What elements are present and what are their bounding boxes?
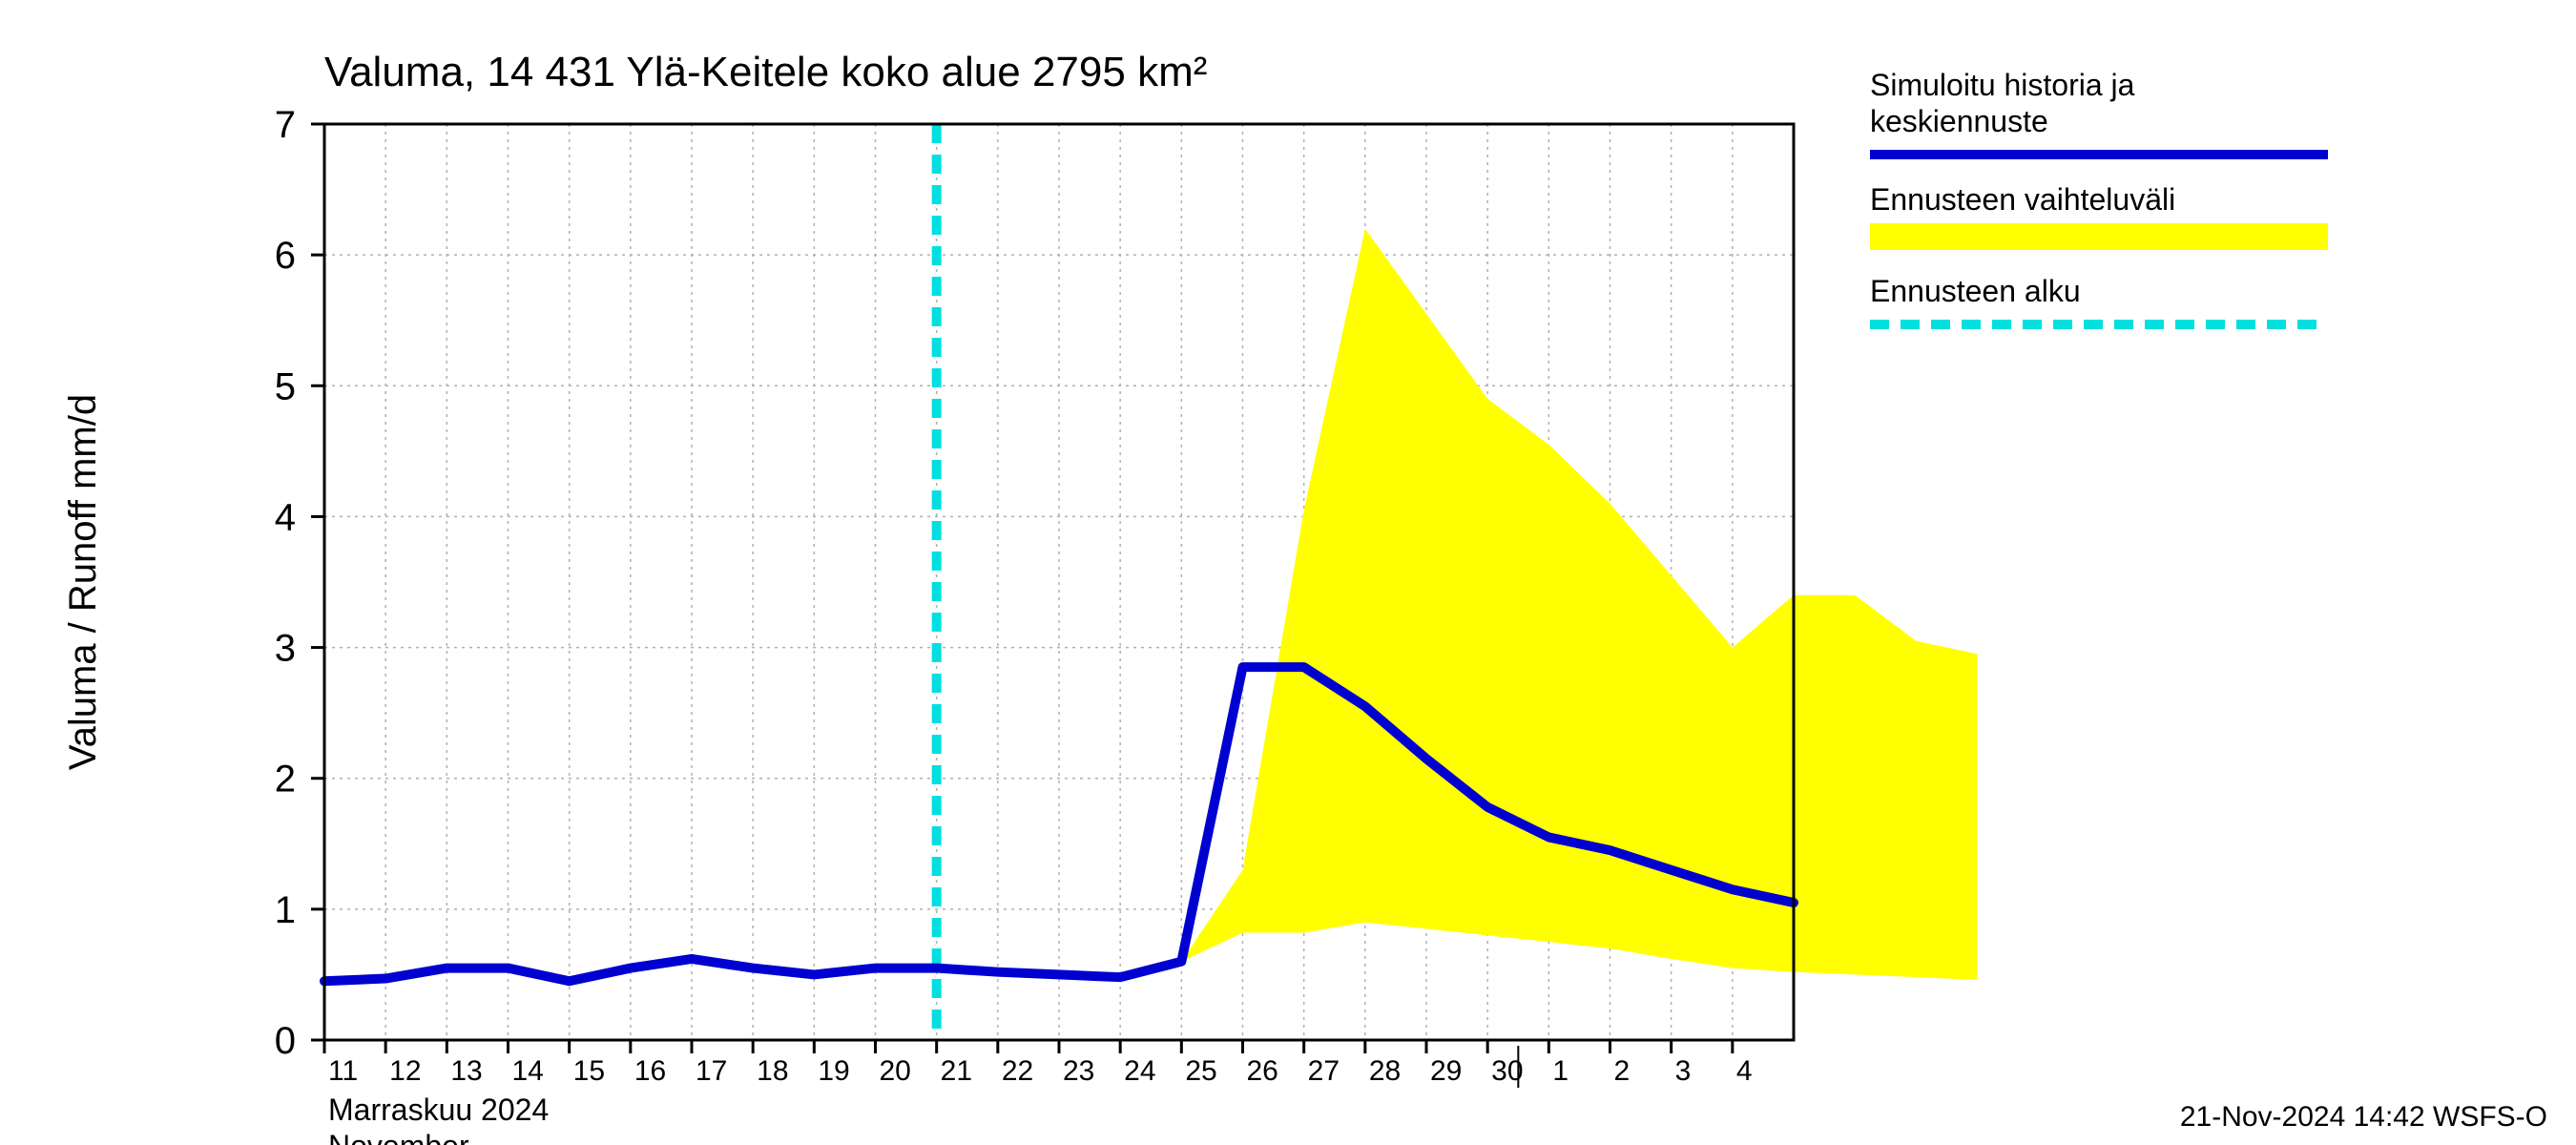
ytick-label: 1 (275, 889, 296, 931)
ytick-label: 6 (275, 235, 296, 277)
xtick-label: 12 (389, 1055, 421, 1087)
ytick-label: 0 (275, 1020, 296, 1062)
ytick-label: 3 (275, 628, 296, 670)
xtick-label: 24 (1124, 1055, 1155, 1087)
xtick-label: 23 (1063, 1055, 1094, 1087)
ytick-label: 4 (275, 496, 296, 538)
xtick-label: 18 (757, 1055, 788, 1087)
xtick-label: 13 (450, 1055, 482, 1087)
xtick-label: 27 (1308, 1055, 1340, 1087)
month-label-2: November (328, 1129, 469, 1145)
legend-swatch-area (1870, 223, 2328, 250)
xtick-label: 28 (1369, 1055, 1401, 1087)
legend-label: Simuloitu historia ja (1870, 68, 2135, 102)
legend-label: Ennusteen alku (1870, 274, 2081, 308)
chart-background (0, 0, 2576, 1145)
xtick-label: 16 (634, 1055, 666, 1087)
xtick-label: 20 (880, 1055, 911, 1087)
y-axis-label: Valuma / Runoff mm/d (62, 394, 104, 770)
legend-label: Ennusteen vaihteluväli (1870, 182, 2175, 217)
chart-title: Valuma, 14 431 Ylä-Keitele koko alue 279… (324, 49, 1207, 95)
ytick-label: 7 (275, 104, 296, 146)
xtick-label: 11 (328, 1055, 358, 1087)
xtick-label: 25 (1185, 1055, 1216, 1087)
ytick-label: 5 (275, 365, 296, 407)
xtick-label: 29 (1430, 1055, 1462, 1087)
xtick-label: 4 (1736, 1055, 1753, 1087)
ytick-label: 2 (275, 759, 296, 801)
runoff-chart: 0123456711121314151617181920212223242526… (0, 0, 2576, 1145)
xtick-label: 19 (818, 1055, 849, 1087)
xtick-label: 1 (1552, 1055, 1568, 1087)
xtick-label: 17 (696, 1055, 727, 1087)
xtick-label: 22 (1002, 1055, 1033, 1087)
xtick-label: 26 (1247, 1055, 1278, 1087)
xtick-label: 21 (941, 1055, 972, 1087)
xtick-label: 3 (1675, 1055, 1692, 1087)
legend-label: keskiennuste (1870, 104, 2048, 138)
month-label-1: Marraskuu 2024 (328, 1093, 549, 1127)
footer-timestamp: 21-Nov-2024 14:42 WSFS-O (2180, 1101, 2547, 1133)
xtick-label: 15 (573, 1055, 605, 1087)
xtick-label: 14 (512, 1055, 544, 1087)
xtick-label: 2 (1614, 1055, 1631, 1087)
